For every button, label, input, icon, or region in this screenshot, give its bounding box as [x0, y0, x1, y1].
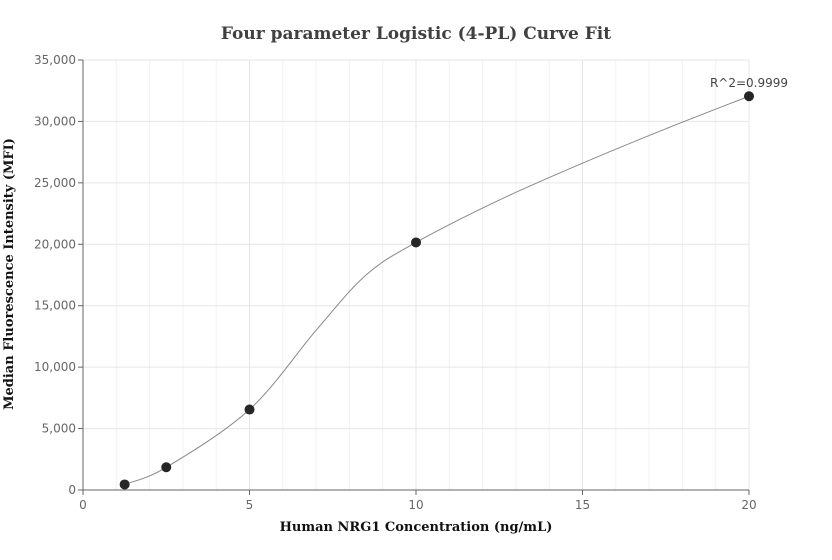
data-point: [744, 91, 754, 102]
y-tick-label: 35,000: [34, 53, 76, 67]
data-point: [119, 479, 130, 490]
x-tick-label: 5: [246, 498, 254, 512]
grid-lines: [83, 59, 750, 490]
axes: [78, 59, 750, 495]
y-tick-label: 0: [68, 483, 76, 497]
y-tick-label: 25,000: [34, 176, 76, 190]
x-tick-label: 0: [79, 498, 87, 512]
data-point: [411, 237, 421, 248]
y-tick-label: 10,000: [34, 360, 76, 374]
x-tick-label: 10: [408, 498, 423, 512]
r-squared-annotation: R^2=0.9999: [710, 76, 788, 90]
x-axis-title: Human NRG1 Concentration (ng/mL): [280, 520, 553, 535]
chart-title: Four parameter Logistic (4-PL) Curve Fit: [221, 24, 611, 44]
fit-curve: [124, 95, 750, 485]
y-tick-label: 30,000: [34, 114, 76, 128]
x-tick-label: 15: [575, 498, 590, 512]
data-points: [119, 91, 754, 490]
data-point: [161, 462, 172, 473]
y-tick-label: 5,000: [42, 422, 76, 436]
y-tick-label: 15,000: [34, 299, 76, 313]
data-point: [244, 404, 255, 415]
y-tick-label: 20,000: [34, 237, 76, 251]
y-axis-title: Median Fluorescence Intensity (MFI): [2, 138, 17, 410]
x-tick-label: 20: [741, 498, 756, 512]
tick-labels: 0 5,000 10,000 15,000 20,000 25,000 30,000 35,0…: [34, 53, 757, 512]
